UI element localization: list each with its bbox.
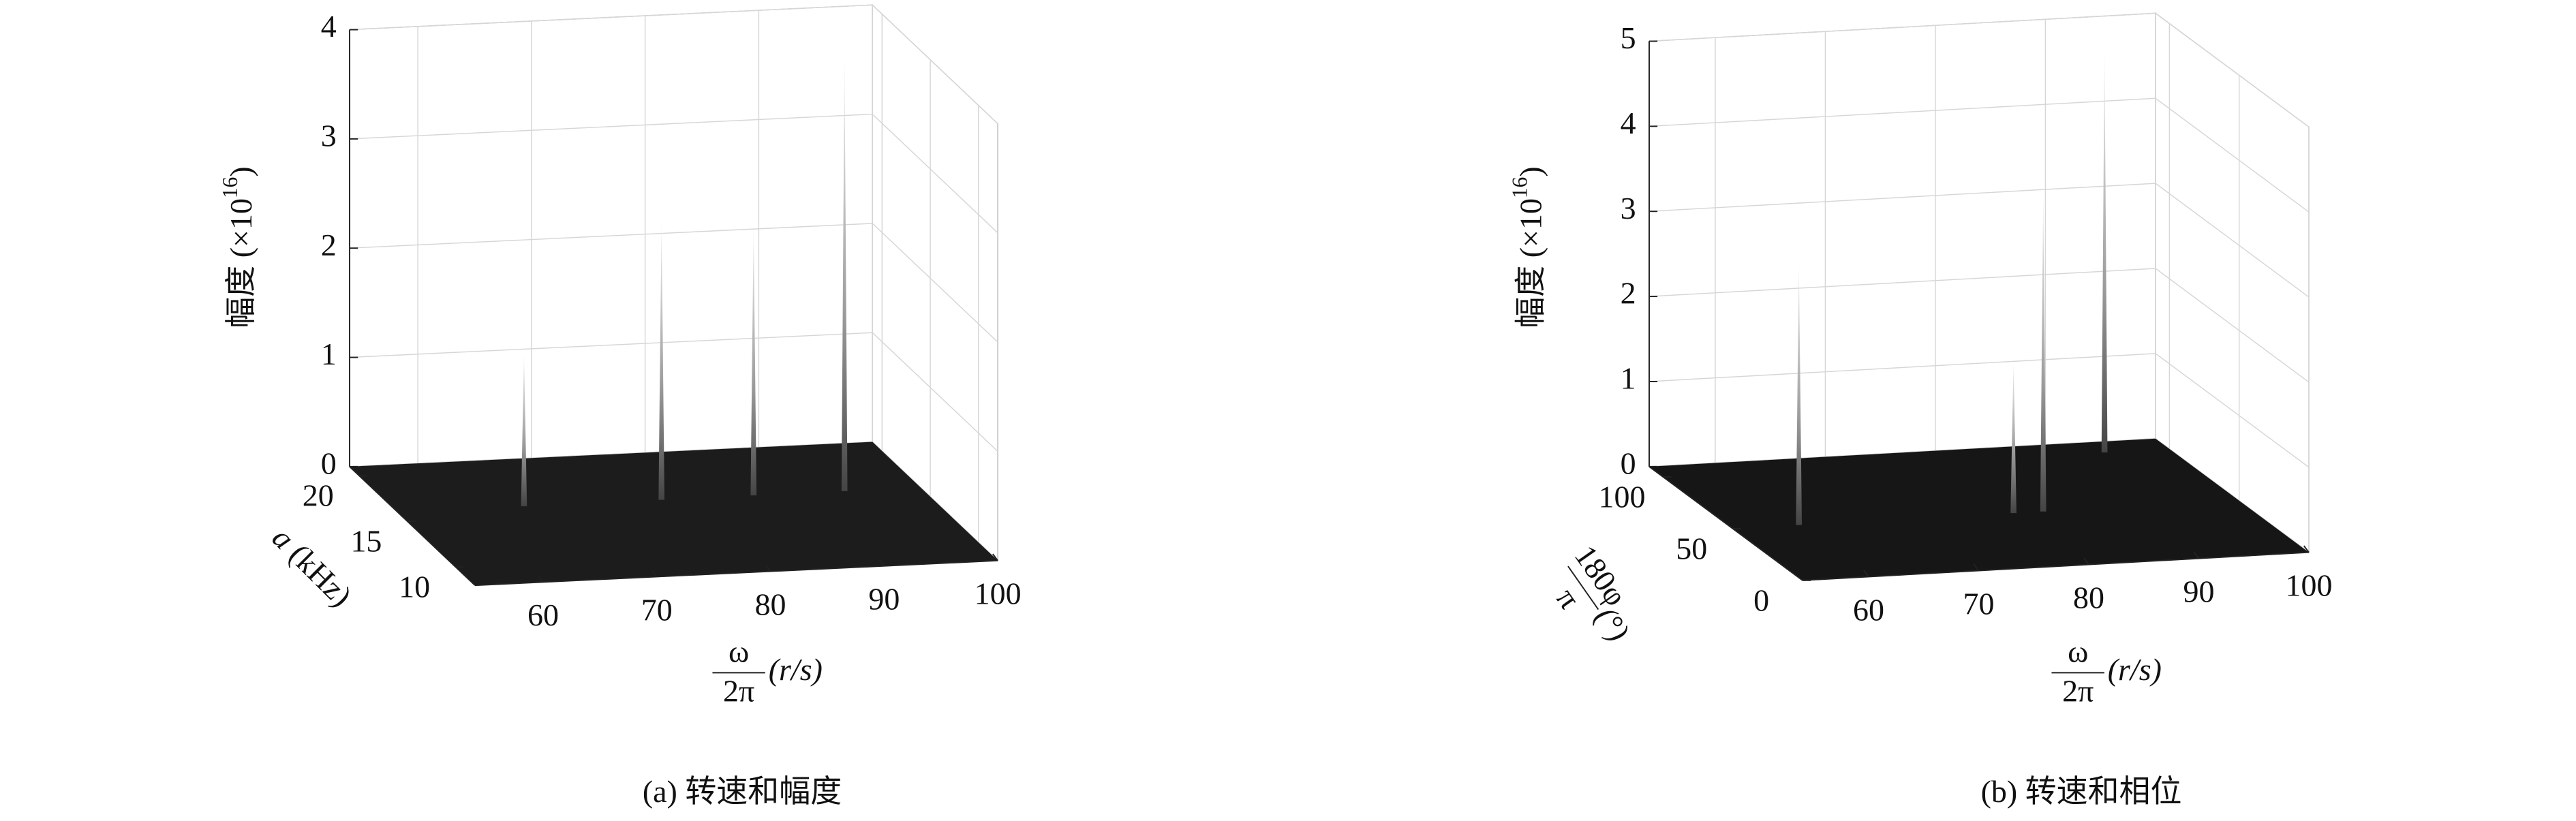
x-tick xyxy=(2193,551,2200,559)
y-axis-label: a(kHz) xyxy=(266,520,359,613)
z-label-text: 幅度 (×10 xyxy=(1513,198,1548,328)
x-tick-label: 70 xyxy=(641,592,673,627)
z-tick-label: 4 xyxy=(1621,106,1636,140)
z-tick-label: 3 xyxy=(321,118,337,153)
z-tick-label: 1 xyxy=(1621,361,1636,396)
z-tick-label: 3 xyxy=(1621,191,1636,226)
z-label-exponent: 16 xyxy=(1508,177,1532,198)
label-numerator: ω xyxy=(2068,634,2088,668)
peak xyxy=(841,57,848,491)
peak xyxy=(2101,49,2108,453)
y-label-unit: (kHz) xyxy=(283,537,359,613)
y-tick-label: 100 xyxy=(1598,479,1645,514)
y-axis xyxy=(349,466,476,586)
z-tick-label: 2 xyxy=(1621,276,1636,311)
z-axis-label: 幅度 (×1016) xyxy=(1508,166,1548,328)
peak xyxy=(750,228,757,496)
caption: (a) 转速和幅度 xyxy=(643,774,842,809)
surface xyxy=(1649,438,2309,580)
x-tick xyxy=(878,559,885,567)
label-numerator: ω xyxy=(729,634,749,668)
x-tick xyxy=(992,553,998,561)
y-tick-label: 20 xyxy=(303,478,334,513)
x-axis xyxy=(1803,551,2310,581)
x-tick-label: 70 xyxy=(1963,586,1994,621)
x-tick xyxy=(1862,570,1869,578)
y-tick-label: 0 xyxy=(1753,583,1769,617)
x-tick xyxy=(765,564,771,572)
z-label-text: 幅度 (×10 xyxy=(224,198,258,328)
z-tick-label: 0 xyxy=(321,446,337,480)
peak xyxy=(1796,264,1803,525)
x-tick-label: 90 xyxy=(2183,574,2215,608)
y-label-text: a(kHz) xyxy=(266,520,359,613)
x-tick xyxy=(2303,545,2310,553)
z-tick-label: 5 xyxy=(1621,20,1636,55)
label-denominator: π xyxy=(1550,582,1587,615)
x-tick xyxy=(537,575,544,583)
x-tick-label: 100 xyxy=(975,576,1022,611)
z-label-end: ) xyxy=(1513,166,1548,176)
y-axis xyxy=(1649,466,1803,581)
label-denominator: 2π xyxy=(2062,673,2094,708)
label-denominator: 2π xyxy=(723,673,754,708)
chart-panel: 0 1 2 3 4 60 70 80 90 100 10 15 20 幅度 (×1016) ω 2π (r/s)… xyxy=(218,3,1022,809)
x-tick-label: 80 xyxy=(755,587,786,621)
z-label-exponent: 16 xyxy=(218,177,242,198)
peak xyxy=(521,354,527,507)
peak xyxy=(658,222,665,500)
label-unit: (r/s) xyxy=(769,652,823,687)
x-tick-label: 100 xyxy=(2286,568,2333,602)
y-tick-label: 50 xyxy=(1676,531,1707,566)
caption: (b) 转速和相位 xyxy=(1981,774,2182,809)
y-tick-label: 10 xyxy=(399,570,430,604)
y-tick-label: 15 xyxy=(350,524,382,559)
z-axis-label: 幅度 (×1016) xyxy=(218,166,258,328)
back-wall xyxy=(1649,12,2156,467)
z-tick-label: 2 xyxy=(321,228,337,262)
z-tick-label: 4 xyxy=(321,9,337,44)
z-tick-label: 1 xyxy=(321,337,337,371)
x-tick-label: 60 xyxy=(1853,592,1884,627)
label-unit: (r/s) xyxy=(2108,652,2162,687)
x-tick xyxy=(1973,563,1980,572)
surface xyxy=(350,442,998,586)
x-axis-label: ω 2π (r/s) xyxy=(712,634,823,708)
peak xyxy=(2010,362,2017,514)
x-tick xyxy=(2083,557,2089,566)
z-label-end: ) xyxy=(224,166,258,176)
z-tick-label: 0 xyxy=(1621,446,1636,480)
fraction-bar xyxy=(1567,566,1599,610)
x-tick-label: 60 xyxy=(527,598,559,632)
x-tick-label: 80 xyxy=(2073,580,2104,615)
x-axis-label: ω 2π (r/s) xyxy=(2051,634,2162,708)
x-axis xyxy=(474,559,998,587)
x-tick-label: 90 xyxy=(868,581,900,616)
x-tick xyxy=(651,570,658,578)
label-unit: (°) xyxy=(1589,600,1636,647)
peak xyxy=(2040,195,2046,512)
